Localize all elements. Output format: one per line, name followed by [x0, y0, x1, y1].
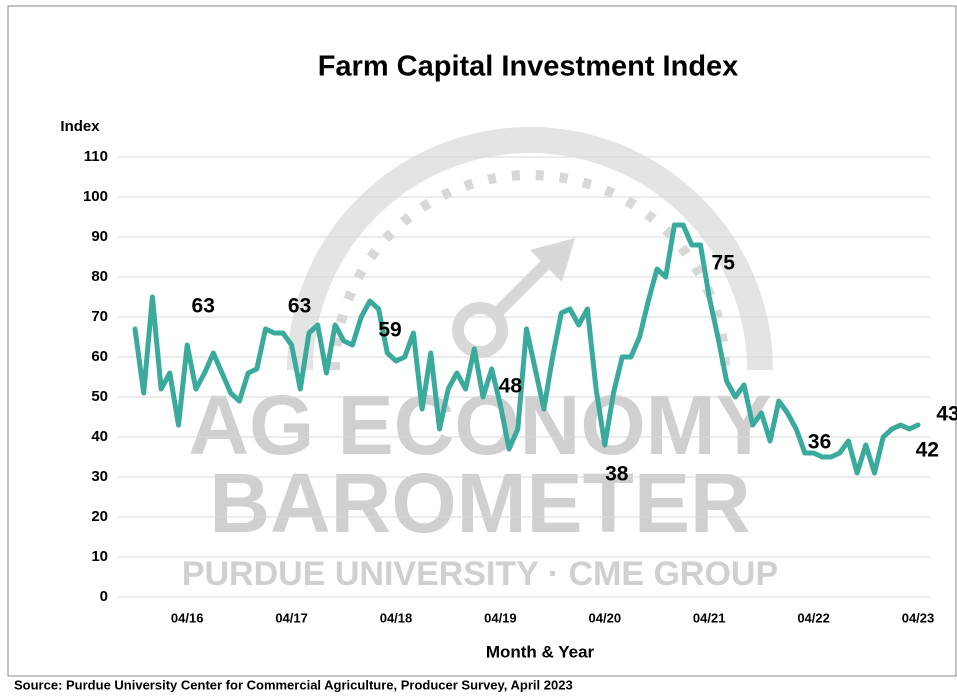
watermark: AG ECONOMY BAROMETER PURDUE UNIVERSITY ·… — [182, 127, 778, 593]
x-tick-label: 04/19 — [484, 610, 517, 625]
y-tick-label: 60 — [91, 348, 108, 365]
x-tick-label: 04/22 — [797, 610, 830, 625]
x-tick-label: 04/16 — [171, 610, 204, 625]
data-label: 63 — [288, 295, 311, 318]
y-tick-label: 50 — [91, 388, 108, 405]
data-label: 38 — [605, 463, 629, 486]
chart-title: Farm Capital Investment Index — [318, 51, 739, 83]
x-tick-label: 04/23 — [902, 610, 935, 625]
x-tick-label: 04/20 — [589, 610, 622, 625]
y-tick-label: 40 — [91, 428, 108, 445]
data-label: 42 — [916, 439, 939, 462]
data-label: 59 — [378, 319, 401, 342]
source-note: Source: Purdue University Center for Com… — [14, 677, 573, 692]
x-tick-label: 04/18 — [380, 610, 413, 625]
y-tick-label: 0 — [100, 588, 108, 605]
data-label: 43 — [936, 403, 957, 426]
x-tick-label: 04/21 — [693, 610, 726, 625]
watermark-hub — [452, 302, 508, 358]
data-label: 75 — [712, 252, 736, 275]
y-tick-label: 100 — [83, 188, 108, 205]
y-axis-title: Index — [60, 118, 100, 135]
data-label: 63 — [192, 295, 215, 318]
x-tick-label: 04/17 — [275, 610, 308, 625]
y-tick-label: 30 — [91, 468, 108, 485]
y-tick-label: 80 — [91, 268, 108, 285]
watermark-text: BAROMETER — [209, 456, 750, 550]
y-tick-label: 70 — [91, 308, 108, 325]
x-axis-title: Month & Year — [486, 642, 595, 661]
y-tick-label: 10 — [91, 548, 108, 565]
data-label: 36 — [808, 431, 831, 454]
y-tick-label: 110 — [84, 148, 108, 165]
watermark-arrow — [530, 238, 575, 282]
data-label: 48 — [499, 375, 523, 398]
data-line — [132, 222, 921, 476]
y-tick-label: 20 — [91, 508, 108, 525]
watermark-text: PURDUE UNIVERSITY · CME GROUP — [182, 555, 778, 593]
y-tick-label: 90 — [91, 228, 108, 245]
chart-border — [7, 5, 957, 677]
watermark-gauge — [287, 127, 773, 371]
